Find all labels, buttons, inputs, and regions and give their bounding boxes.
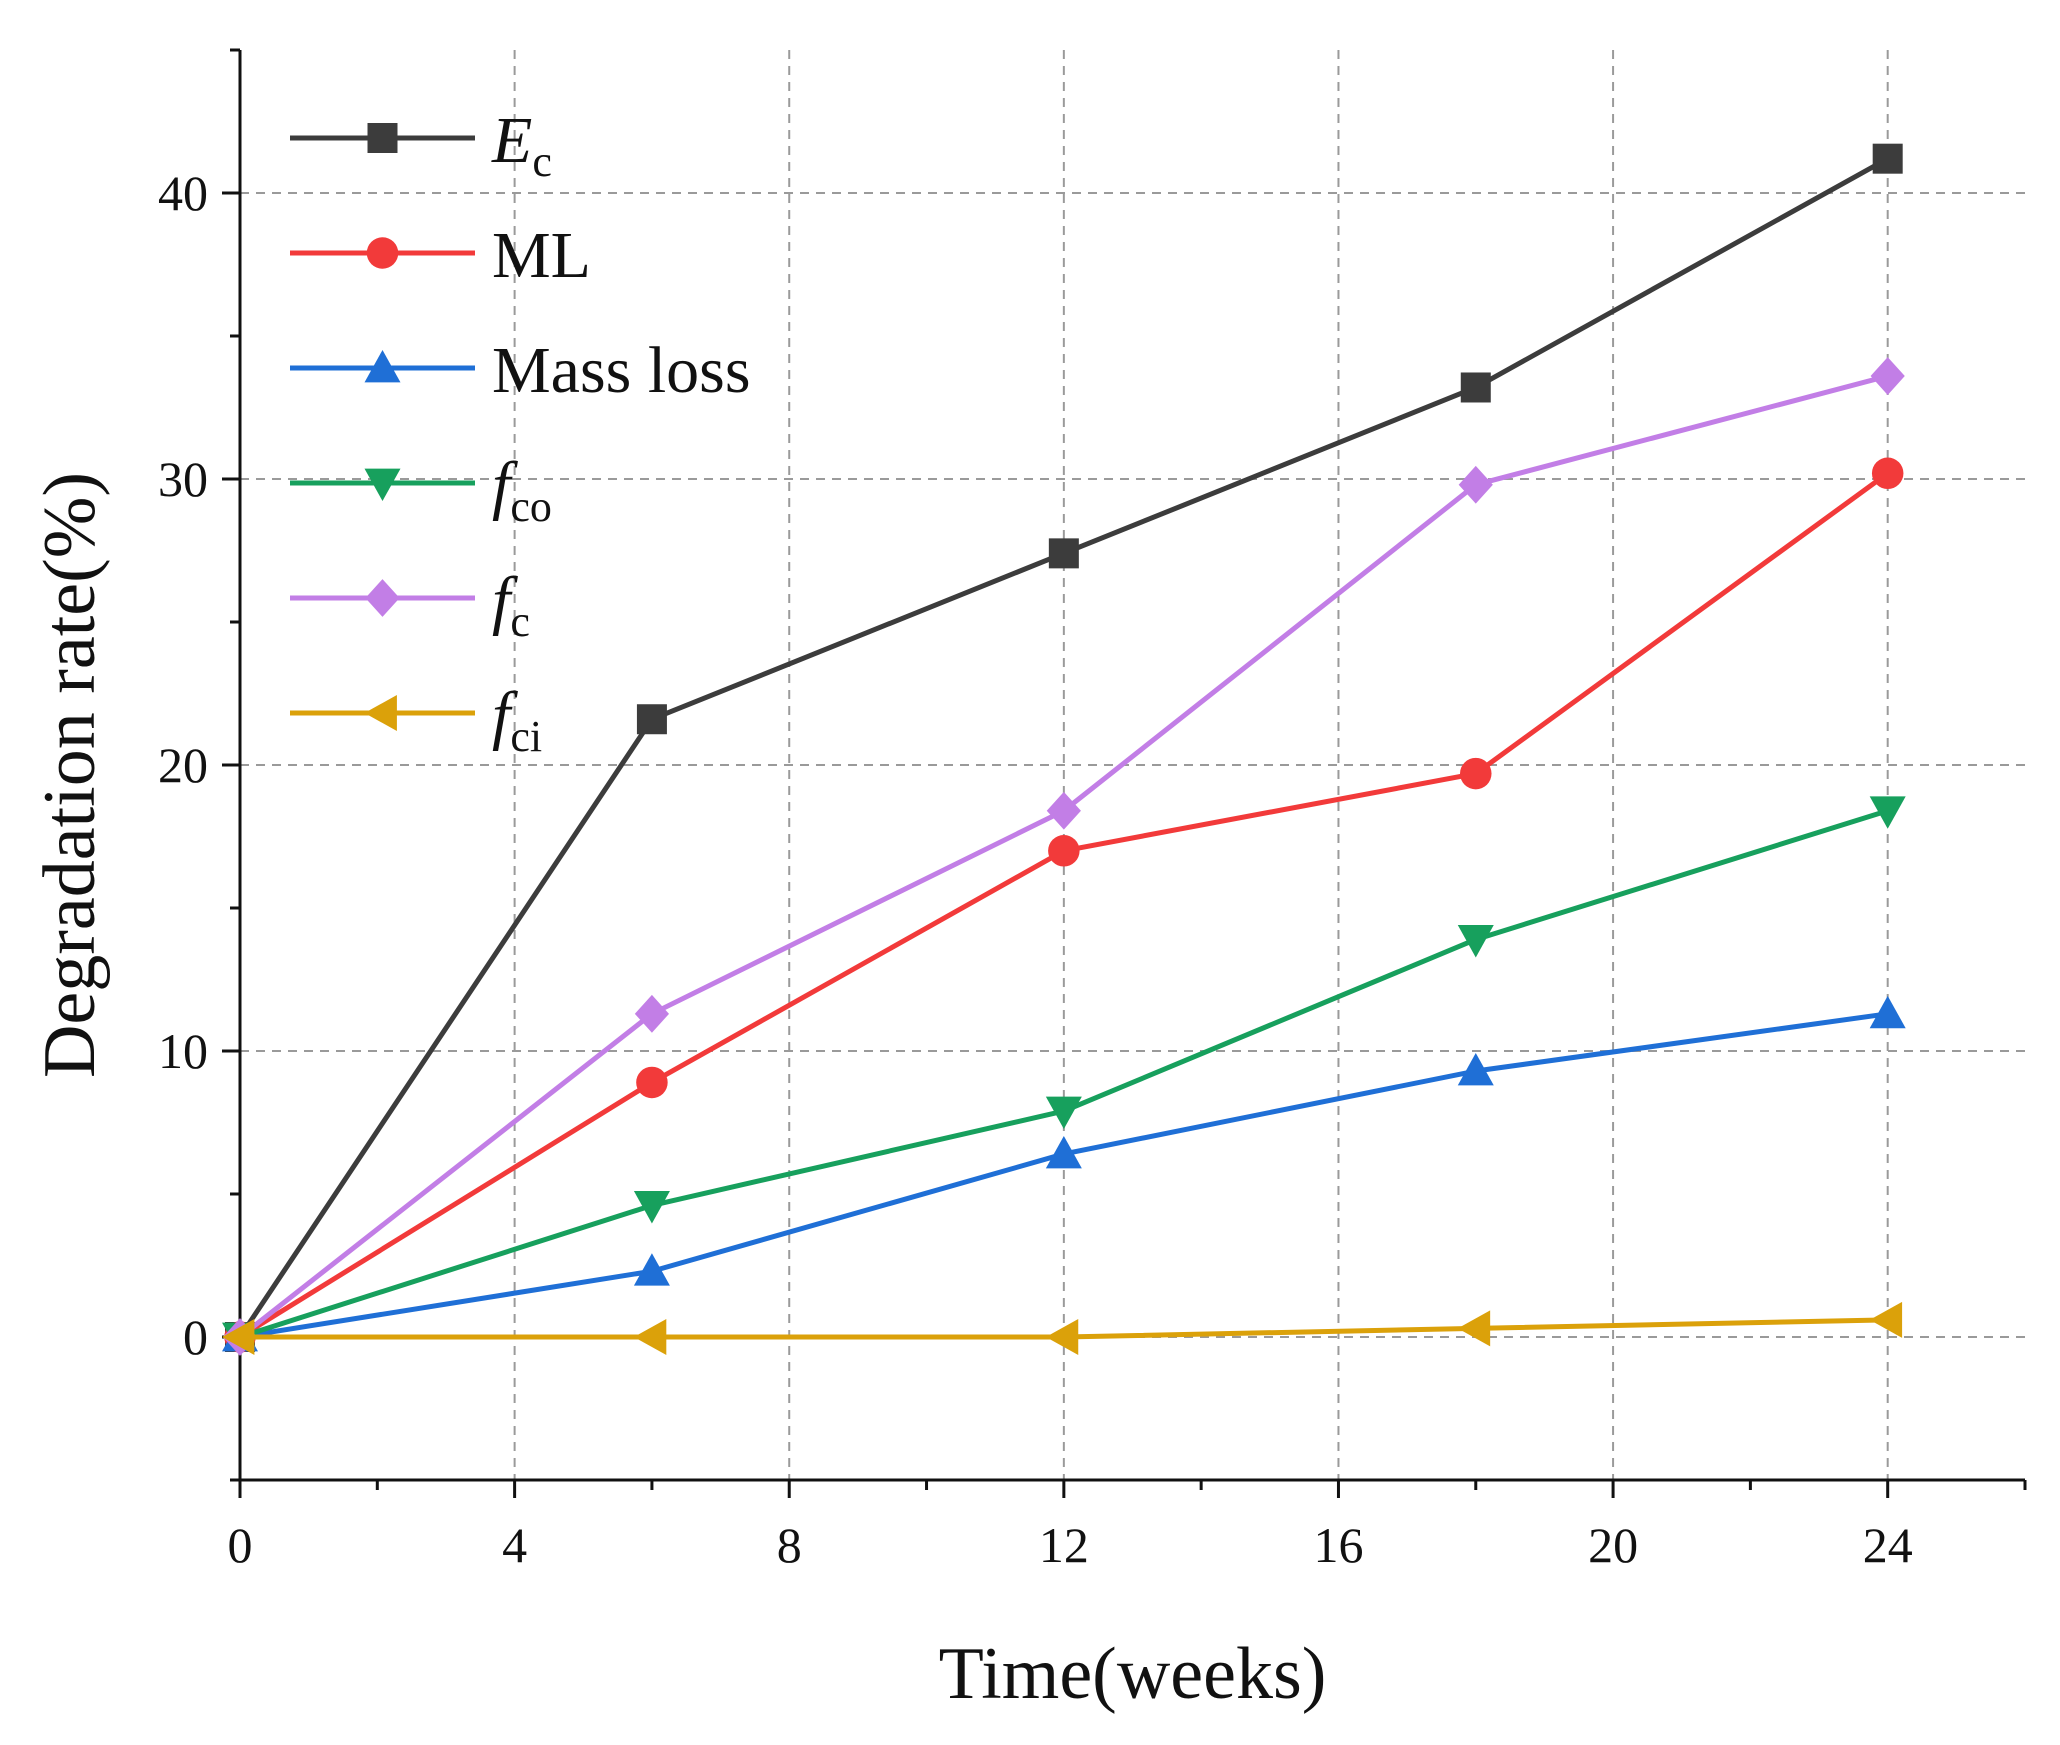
legend-swatch-marker (364, 350, 401, 383)
legend-label: fci (492, 679, 542, 761)
x-tick-label: 8 (777, 1517, 802, 1573)
data-point (1045, 1319, 1079, 1355)
data-point (1871, 457, 1904, 490)
data-point (636, 704, 667, 735)
data-point (1869, 995, 1906, 1029)
x-tick-label: 4 (502, 1517, 527, 1573)
data-point (1457, 1310, 1491, 1347)
legend-swatch-marker (366, 237, 399, 269)
x-tick-label: 16 (1313, 1517, 1363, 1573)
legend-swatch-marker (367, 123, 398, 153)
x-tick-label: 24 (1863, 1517, 1913, 1573)
y-tick-label: 30 (158, 451, 208, 507)
legend-swatch-marker (365, 579, 400, 617)
legend-entry: Ec (290, 104, 552, 186)
data-point (1457, 925, 1494, 958)
data-point (1046, 791, 1081, 830)
series-fci (222, 1301, 1903, 1355)
axes: 0 4 8 12 16 20 24 0 10 20 30 40 (158, 48, 2027, 1573)
y-tick-label: 20 (158, 737, 208, 793)
data-point (634, 994, 670, 1033)
data-point (1872, 143, 1903, 174)
legend-entry: fco (290, 449, 552, 531)
data-point (1045, 1135, 1082, 1169)
x-axis-title: Time(weeks) (939, 1633, 1327, 1715)
x-tick-label: 20 (1588, 1517, 1638, 1573)
y-tick-label: 40 (158, 165, 208, 221)
data-point (1870, 357, 1905, 395)
data-point (636, 1066, 668, 1099)
data-point (633, 1191, 670, 1224)
legend-label: ML (492, 219, 591, 292)
data-point (1460, 757, 1492, 790)
data-point (1869, 1301, 1903, 1338)
data-series (222, 143, 1906, 1356)
legend-entry: fci (290, 679, 542, 761)
data-point (222, 1319, 255, 1355)
x-tick-label: 12 (1039, 1517, 1089, 1573)
legend-entry: Mass loss (290, 334, 751, 407)
legend-label: fc (492, 564, 530, 646)
x-tick-label: 0 (228, 1517, 253, 1573)
data-point (1045, 1096, 1082, 1130)
grid-lines (240, 50, 2025, 1480)
data-point (1457, 1053, 1494, 1086)
legend-label: fco (492, 449, 552, 531)
y-tick-label: 10 (158, 1023, 208, 1079)
data-point (1048, 835, 1080, 867)
data-point (1048, 538, 1079, 569)
legend-label: Mass loss (492, 334, 751, 407)
y-axis-title: Degradation rate(%) (29, 472, 111, 1078)
data-point (1458, 465, 1493, 504)
data-point (633, 1319, 667, 1355)
legend-swatch-marker (364, 468, 401, 501)
data-point (1869, 796, 1906, 829)
legend-entry: ML (290, 219, 591, 292)
data-point (1460, 372, 1491, 403)
y-tick-label: 0 (183, 1309, 208, 1365)
data-point (633, 1253, 670, 1286)
legend-label: Ec (491, 104, 552, 186)
legend-swatch-marker (364, 695, 397, 731)
legend: Ec ML Mass loss fco fc fci (290, 104, 751, 761)
legend-entry: fc (290, 564, 530, 646)
